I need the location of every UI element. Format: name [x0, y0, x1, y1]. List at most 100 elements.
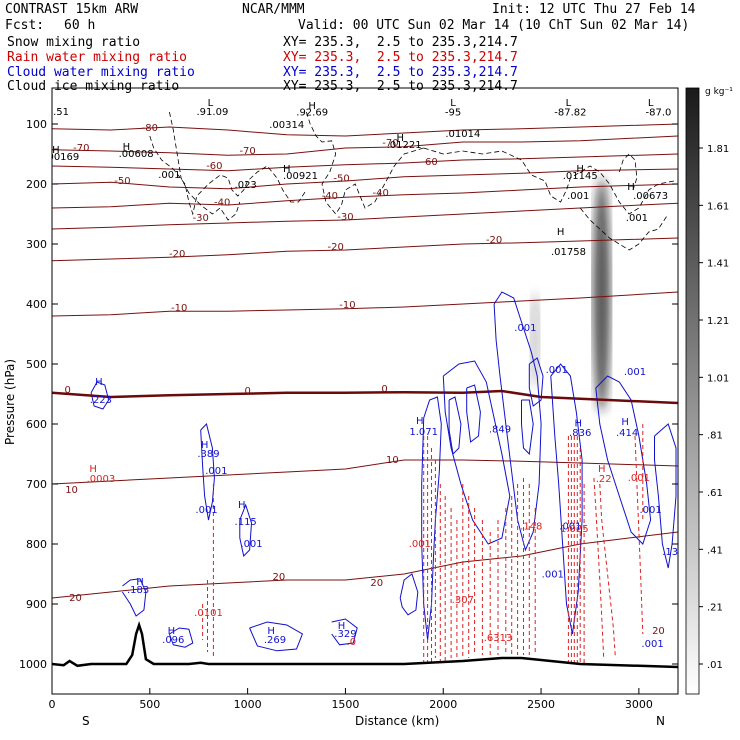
- y-tick-label: 700: [26, 478, 47, 491]
- cloud-water-contour-5: [249, 621, 304, 652]
- cloud-ice-contour-4: [579, 207, 669, 251]
- contour-label-temp: -10: [171, 303, 187, 314]
- valid-time: Valid: 00 UTC Sun 02 Mar 14 (10 ChT Sun …: [298, 18, 690, 33]
- colorbar-label: 1.21: [707, 316, 729, 327]
- contour-label-temp: -70: [239, 146, 255, 157]
- cloud-ice-contour-0: [305, 111, 424, 215]
- contour-label-rain: .6313: [484, 633, 513, 644]
- cloud-water-contour-13: [654, 423, 677, 569]
- y-axis-label: Pressure (hPa): [3, 359, 17, 445]
- temperature-contour--10: [52, 291, 678, 317]
- contour-label-temp: -20: [486, 235, 502, 246]
- contour-label-ice: .92.69: [296, 108, 328, 119]
- contour-label-ice: -87.82: [554, 108, 586, 119]
- contour-label-ice: L: [648, 98, 654, 109]
- contour-label-rain: .148: [520, 522, 542, 533]
- contour-label-temp: -30: [193, 213, 209, 224]
- colorbar-ramp: [685, 87, 700, 695]
- colorbar-label: 1.01: [707, 373, 729, 384]
- contour-label-cloud: .836: [569, 428, 591, 439]
- contour-label-rain: .0003: [87, 474, 116, 485]
- cloud-water-contour-12: [595, 375, 652, 545]
- contour-label-cloud: H: [416, 416, 424, 427]
- cloud-water-contour-7: [399, 573, 419, 616]
- contour-label-ice: H: [123, 142, 131, 153]
- contour-label-temp: -70: [382, 138, 398, 149]
- south-end-label: S: [82, 714, 90, 728]
- cloud-water-contour-10: [493, 291, 542, 552]
- contour-label-cloud: .115: [235, 517, 257, 528]
- contour-label-temp: -40: [322, 191, 338, 202]
- cloud-water-contour-16: [528, 357, 544, 407]
- field-name-rain: Rain water mixing ratio: [7, 50, 188, 65]
- cloud-water-contour-14: [448, 396, 462, 456]
- contour-label-temp: -30: [337, 212, 353, 223]
- forecast-label: Fcst:: [5, 18, 45, 33]
- y-tick-label: 500: [26, 358, 47, 371]
- contour-label-ice: L: [450, 98, 456, 109]
- rain-water-contour-31: [634, 435, 644, 635]
- rain-water-contour-30: [599, 483, 616, 659]
- y-tick-label: 300: [26, 238, 47, 251]
- temperature-contour--60: [52, 153, 678, 172]
- contour-label-cloud: H: [238, 500, 246, 511]
- contour-label-ice: .023: [235, 180, 257, 191]
- cloud-water-contour-2: [239, 503, 253, 558]
- contour-label-ice: H: [283, 164, 291, 175]
- contour-label-ice: .00608: [119, 149, 154, 160]
- cloud-water-contour-3: [121, 578, 147, 617]
- contour-label-cloud: .001: [624, 367, 646, 378]
- y-tick-label: 100: [26, 118, 47, 131]
- contour-label-cloud: H: [168, 626, 176, 637]
- cloud-water-contour-17: [521, 399, 534, 456]
- field-xy-cloud-ice: XY= 235.3, 2.5 to 235.3,214.7: [283, 79, 518, 94]
- contour-label-ice: L: [566, 98, 572, 109]
- contour-label-cloud: H: [574, 418, 582, 429]
- y-tick-label: 600: [26, 418, 47, 431]
- colorbar-label: .41: [707, 545, 723, 556]
- contour-label-cloud: .13: [662, 547, 678, 558]
- contour-label-cloud: .329: [334, 629, 356, 640]
- cloud-ice-contour-3: [169, 111, 241, 221]
- contour-label-ice: H: [308, 101, 316, 112]
- contour-label-cloud: H: [338, 621, 346, 632]
- contour-label-temp: 20: [273, 572, 286, 583]
- contour-label-rain: .001: [409, 539, 431, 550]
- x-tick-label: 2500: [527, 698, 555, 711]
- contour-label-cloud: .389: [197, 449, 219, 460]
- temperature-contour--80: [52, 123, 678, 137]
- contour-label-rain: H: [89, 464, 97, 475]
- temperature-contour-20: [52, 531, 678, 599]
- contour-label-ice: 4.51: [47, 107, 69, 118]
- field-name-cloud-ice: Cloud ice mixing ratio: [7, 79, 180, 94]
- contour-label-ice: L: [208, 98, 214, 109]
- cloud-water-contour-0: [90, 381, 110, 410]
- temperature-contour--70: [52, 135, 678, 156]
- cloud-ice-contour-5: [618, 153, 638, 191]
- contour-label-cloud: .001: [205, 466, 227, 477]
- temperature-contour--50: [52, 168, 678, 190]
- x-tick-label: 0: [49, 698, 56, 711]
- contour-label-ice: .01221: [387, 140, 422, 151]
- contour-label-cloud: H: [95, 377, 103, 388]
- temperature-contour-0: [52, 389, 678, 405]
- contour-label-cloud: .849: [489, 424, 511, 435]
- north-end-label: N: [656, 714, 665, 728]
- contour-label-ice: .91.09: [197, 107, 229, 118]
- contour-label-ice: .01014: [445, 129, 480, 140]
- contour-label-cloud: H: [136, 577, 144, 588]
- contour-label-temp: 0: [381, 384, 387, 395]
- contour-label-cloud: .001: [641, 639, 663, 650]
- cloud-water-contour-4: [168, 627, 194, 648]
- contour-label-rain: .0: [347, 637, 357, 648]
- cloud-ice-contour-2: [149, 135, 307, 216]
- cloud-water-contour-11: [550, 363, 583, 635]
- x-tick-label: 1000: [234, 698, 262, 711]
- contour-label-cloud: .223: [90, 395, 112, 406]
- contour-label-temp: -20: [169, 249, 185, 260]
- colorbar-label: .61: [707, 488, 723, 499]
- contour-label-temp: -40: [372, 188, 388, 199]
- contour-label-cloud: .096: [162, 635, 184, 646]
- contour-label-cloud: .001: [240, 539, 262, 550]
